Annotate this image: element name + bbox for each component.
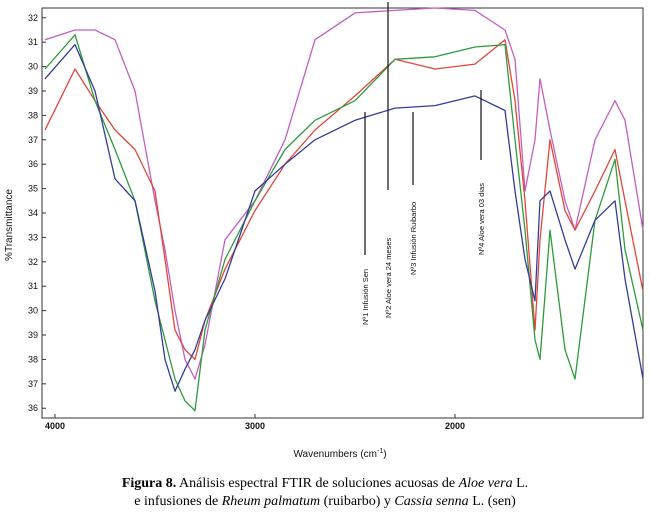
caption-text: L. <box>512 476 529 491</box>
y-tick-label: 36 <box>28 159 38 169</box>
x-axis-label-sup: -1 <box>377 448 383 455</box>
caption-text: Figura 8. <box>121 476 177 491</box>
spectrum-line <box>44 7 644 380</box>
annotation-text: Nº1 Infusión Sen <box>361 269 370 325</box>
caption-text: L. (sen) <box>468 494 516 509</box>
y-tick-label: 35 <box>28 184 38 194</box>
chart: %Transmittance Wavenumbers (cm-1) 32 31 30… <box>4 2 644 460</box>
x-axis-label-text: Wavenumbers (cm <box>293 449 377 460</box>
y-tick-label: 37 <box>28 135 38 145</box>
y-tick-label: 31 <box>28 281 38 291</box>
x-tick-label: 4000 <box>45 421 65 431</box>
caption-text: Aloe vera <box>458 476 513 491</box>
caption-text: Cassia senna <box>394 494 469 509</box>
y-tick-label: 31 <box>28 37 38 47</box>
y-tick-label: 39 <box>28 330 38 340</box>
y-tick-label: 37 <box>28 379 38 389</box>
caption-text: (ruibarbo) y <box>320 494 395 509</box>
spectrum-line <box>44 39 644 361</box>
caption: Figura 8. Análisis espectral FTIR de sol… <box>0 475 650 511</box>
y-tick-label: 34 <box>28 208 38 218</box>
y-tick-label: 38 <box>28 110 38 120</box>
x-tick-label: 3000 <box>245 421 265 431</box>
y-tick-label: 30 <box>28 306 38 316</box>
caption-line: e infusiones de Rheum palmatum (ruibarbo… <box>0 493 650 511</box>
caption-text: Análisis espectral FTIR de soluciones ac… <box>176 476 459 491</box>
y-axis-label: %Transmittance <box>4 189 15 261</box>
annotation-text: Nº3 Infusión Ruibarbo <box>409 202 418 275</box>
annotation-text: Nº2 Aloe vera 24 meses <box>384 237 393 318</box>
caption-text: e infusiones de <box>134 494 222 509</box>
x-axis-label: Wavenumbers (cm-1) <box>293 448 386 460</box>
y-tick-label: 36 <box>28 403 38 413</box>
x-tick-label: 2000 <box>445 421 465 431</box>
y-tick-label: 32 <box>28 257 38 267</box>
y-tick-label: 33 <box>28 232 38 242</box>
spectrum-line <box>44 43 644 392</box>
y-tick-label: 38 <box>28 354 38 364</box>
y-tick-label: 30 <box>28 62 38 72</box>
caption-text: Rheum palmatum <box>221 494 321 509</box>
plot-frame <box>41 7 644 419</box>
spectrum-line <box>44 34 644 412</box>
caption-line: Figura 8. Análisis espectral FTIR de sol… <box>0 475 650 493</box>
y-tick-label: 39 <box>28 86 38 96</box>
annotation-text: Nº4 Aloe vera 03 dias <box>477 183 486 255</box>
y-tick-label: 32 <box>28 13 38 23</box>
x-axis-label-suffix: ) <box>383 449 386 460</box>
